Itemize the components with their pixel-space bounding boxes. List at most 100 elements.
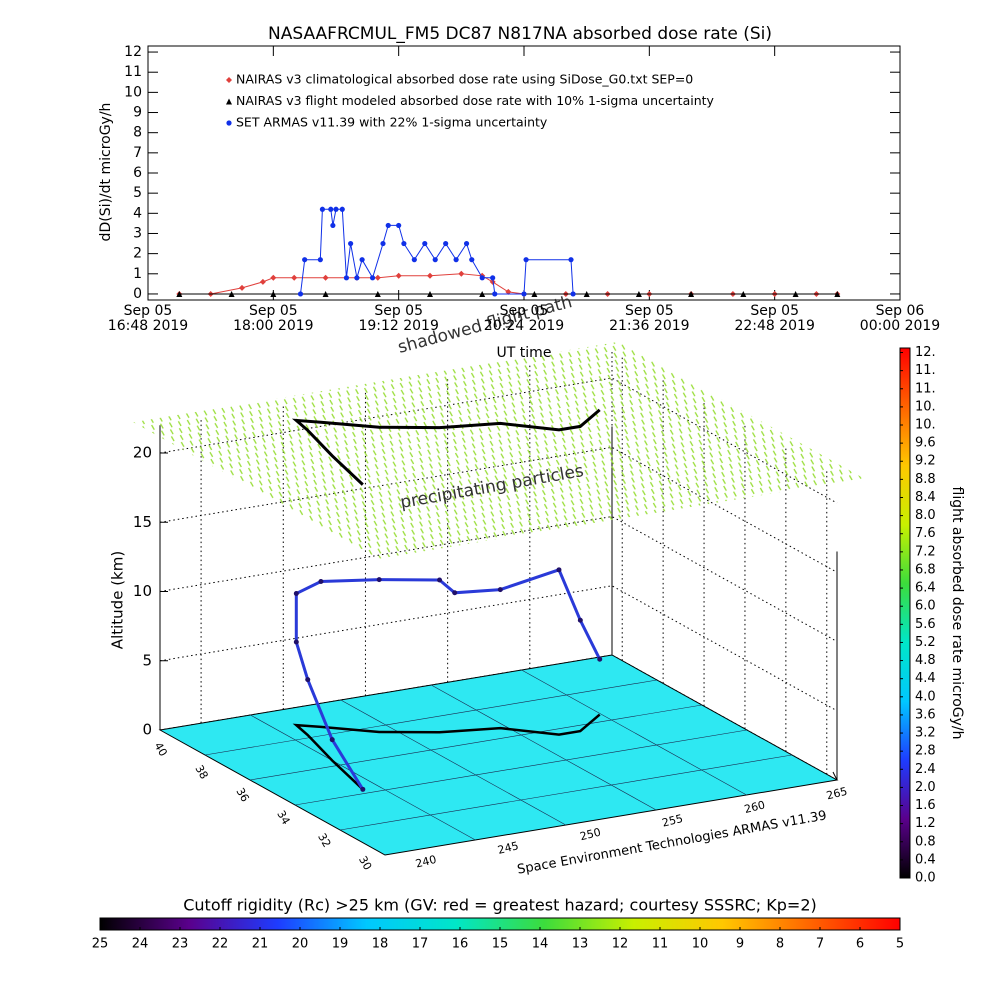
colorbar-tick-label: 5.2 <box>915 635 936 650</box>
y-tick-label: 5 <box>133 185 142 201</box>
chart-title: NASAAFRCMUL_FM5 DC87 N817NA absorbed dos… <box>268 24 772 44</box>
colorbar-tick-label: 5.6 <box>915 617 936 632</box>
ground-track <box>292 713 601 791</box>
colorbar-tick-label: 23 <box>172 937 189 952</box>
colorbar-tick-label: 7.2 <box>915 544 936 559</box>
colorbar-tick-label: 1.2 <box>915 816 936 831</box>
map-line <box>249 704 703 781</box>
z-tick-label: 5 <box>142 651 152 669</box>
data-point <box>570 291 576 297</box>
y-tick-label: 32 <box>315 831 333 850</box>
data-point <box>302 257 308 263</box>
data-point <box>427 291 433 297</box>
colorbar-tick-label: 4.8 <box>915 653 936 668</box>
y-tick-label: 8 <box>133 125 142 141</box>
x-tick-label: 265 <box>825 785 849 803</box>
legend-marker <box>226 98 232 105</box>
y-tick-label: 38 <box>192 763 210 782</box>
colorbar-tick-label: 11. <box>915 381 936 396</box>
colorbar-tick-label: 2.4 <box>915 762 936 777</box>
data-point <box>479 275 485 281</box>
y-tick-label: 34 <box>274 808 292 827</box>
colorbar-tick-label: 16 <box>452 937 469 952</box>
data-point <box>469 257 475 263</box>
flight-point <box>376 577 382 583</box>
y-tick-label: 30 <box>356 854 374 873</box>
data-point <box>270 274 277 281</box>
colorbar-tick-label: 2.8 <box>915 744 936 759</box>
colorbar-tick-label: 1.6 <box>915 798 936 813</box>
colorbar-tick-label: 4.0 <box>915 689 936 704</box>
data-point <box>176 291 183 297</box>
colorbar-tick-label: 2.0 <box>915 780 936 795</box>
legend-marker <box>226 77 232 83</box>
floor-map <box>158 654 839 856</box>
y-tick-label: 0 <box>133 286 142 302</box>
flight-point <box>437 577 443 583</box>
y-tick-label: 1 <box>133 266 142 282</box>
flight-point <box>597 656 603 662</box>
colorbar-tick-label: 0.0 <box>915 871 936 886</box>
colorbar-tick-label: 6 <box>856 937 864 952</box>
colorbar-tick-label: 0.4 <box>915 852 936 867</box>
data-point <box>505 288 512 295</box>
data-point <box>291 274 298 281</box>
colorbar-tick-label: 22 <box>212 937 229 952</box>
data-point <box>333 206 339 212</box>
data-point <box>270 291 277 297</box>
y-axis-label: dD(Si)/dt microGy/h <box>98 103 114 242</box>
colorbar-tick-label: 10. <box>915 399 936 414</box>
data-point <box>531 291 538 297</box>
data-point <box>354 275 360 281</box>
y-tick-label: 4 <box>133 205 142 221</box>
colorbar-tick-label: 19 <box>332 937 349 952</box>
data-point <box>583 291 590 297</box>
z-tick-label: 0 <box>142 721 152 739</box>
flight-point <box>329 737 335 743</box>
data-point <box>259 278 266 285</box>
data-point <box>380 240 386 247</box>
data-point <box>328 206 334 212</box>
data-point <box>490 275 496 281</box>
data-point <box>374 274 381 281</box>
data-point <box>834 291 841 297</box>
flight-point <box>497 587 503 593</box>
colorbar-tick-label: 0.8 <box>915 834 936 849</box>
x-tick-label: 250 <box>579 826 603 844</box>
data-point <box>458 270 465 277</box>
data-point <box>374 291 381 297</box>
flight-point <box>577 617 583 623</box>
colorbar-tick-label: 10. <box>915 418 936 433</box>
y-tick-label: 7 <box>133 145 142 161</box>
y-tick-label: 11 <box>124 64 142 80</box>
data-point <box>411 257 417 263</box>
x-tick <box>832 771 838 781</box>
colorbar-tick-label: 8.8 <box>915 472 936 487</box>
colorbar-tick-label: 15 <box>492 937 509 952</box>
x-tick-label: 245 <box>496 839 520 857</box>
colorbar-tick-label: 6.0 <box>915 599 936 614</box>
data-point <box>396 222 402 229</box>
colorbar-tick-label: 9.2 <box>915 454 936 469</box>
colorbar-tick-label: 18 <box>372 937 389 952</box>
z-tick-label: 20 <box>133 444 152 462</box>
data-point <box>427 272 433 279</box>
legend-marker <box>226 120 232 126</box>
flight-point <box>556 567 562 573</box>
map-line <box>340 699 566 826</box>
data-point <box>443 240 449 247</box>
colorbar-tick-label: 9 <box>736 937 744 952</box>
colorbar-label: flight absorbed dose rate microGy/h <box>949 487 965 740</box>
x-tick-label: Sep 05 21:36 2019 <box>609 303 690 334</box>
data-point <box>792 291 799 297</box>
map-line <box>431 684 657 811</box>
data-point <box>453 257 459 263</box>
y-tick-label: 40 <box>152 740 170 759</box>
legend-label: SET ARMAS v11.39 with 22% 1-sigma uncert… <box>236 115 548 130</box>
data-point <box>228 291 235 297</box>
data-point <box>343 275 350 281</box>
x-tick-label: Sep 05 22:48 2019 <box>734 303 815 334</box>
series-line <box>300 208 574 295</box>
colorbar-tick-label: 6.4 <box>915 581 936 596</box>
y-tick-label: 9 <box>133 105 142 121</box>
